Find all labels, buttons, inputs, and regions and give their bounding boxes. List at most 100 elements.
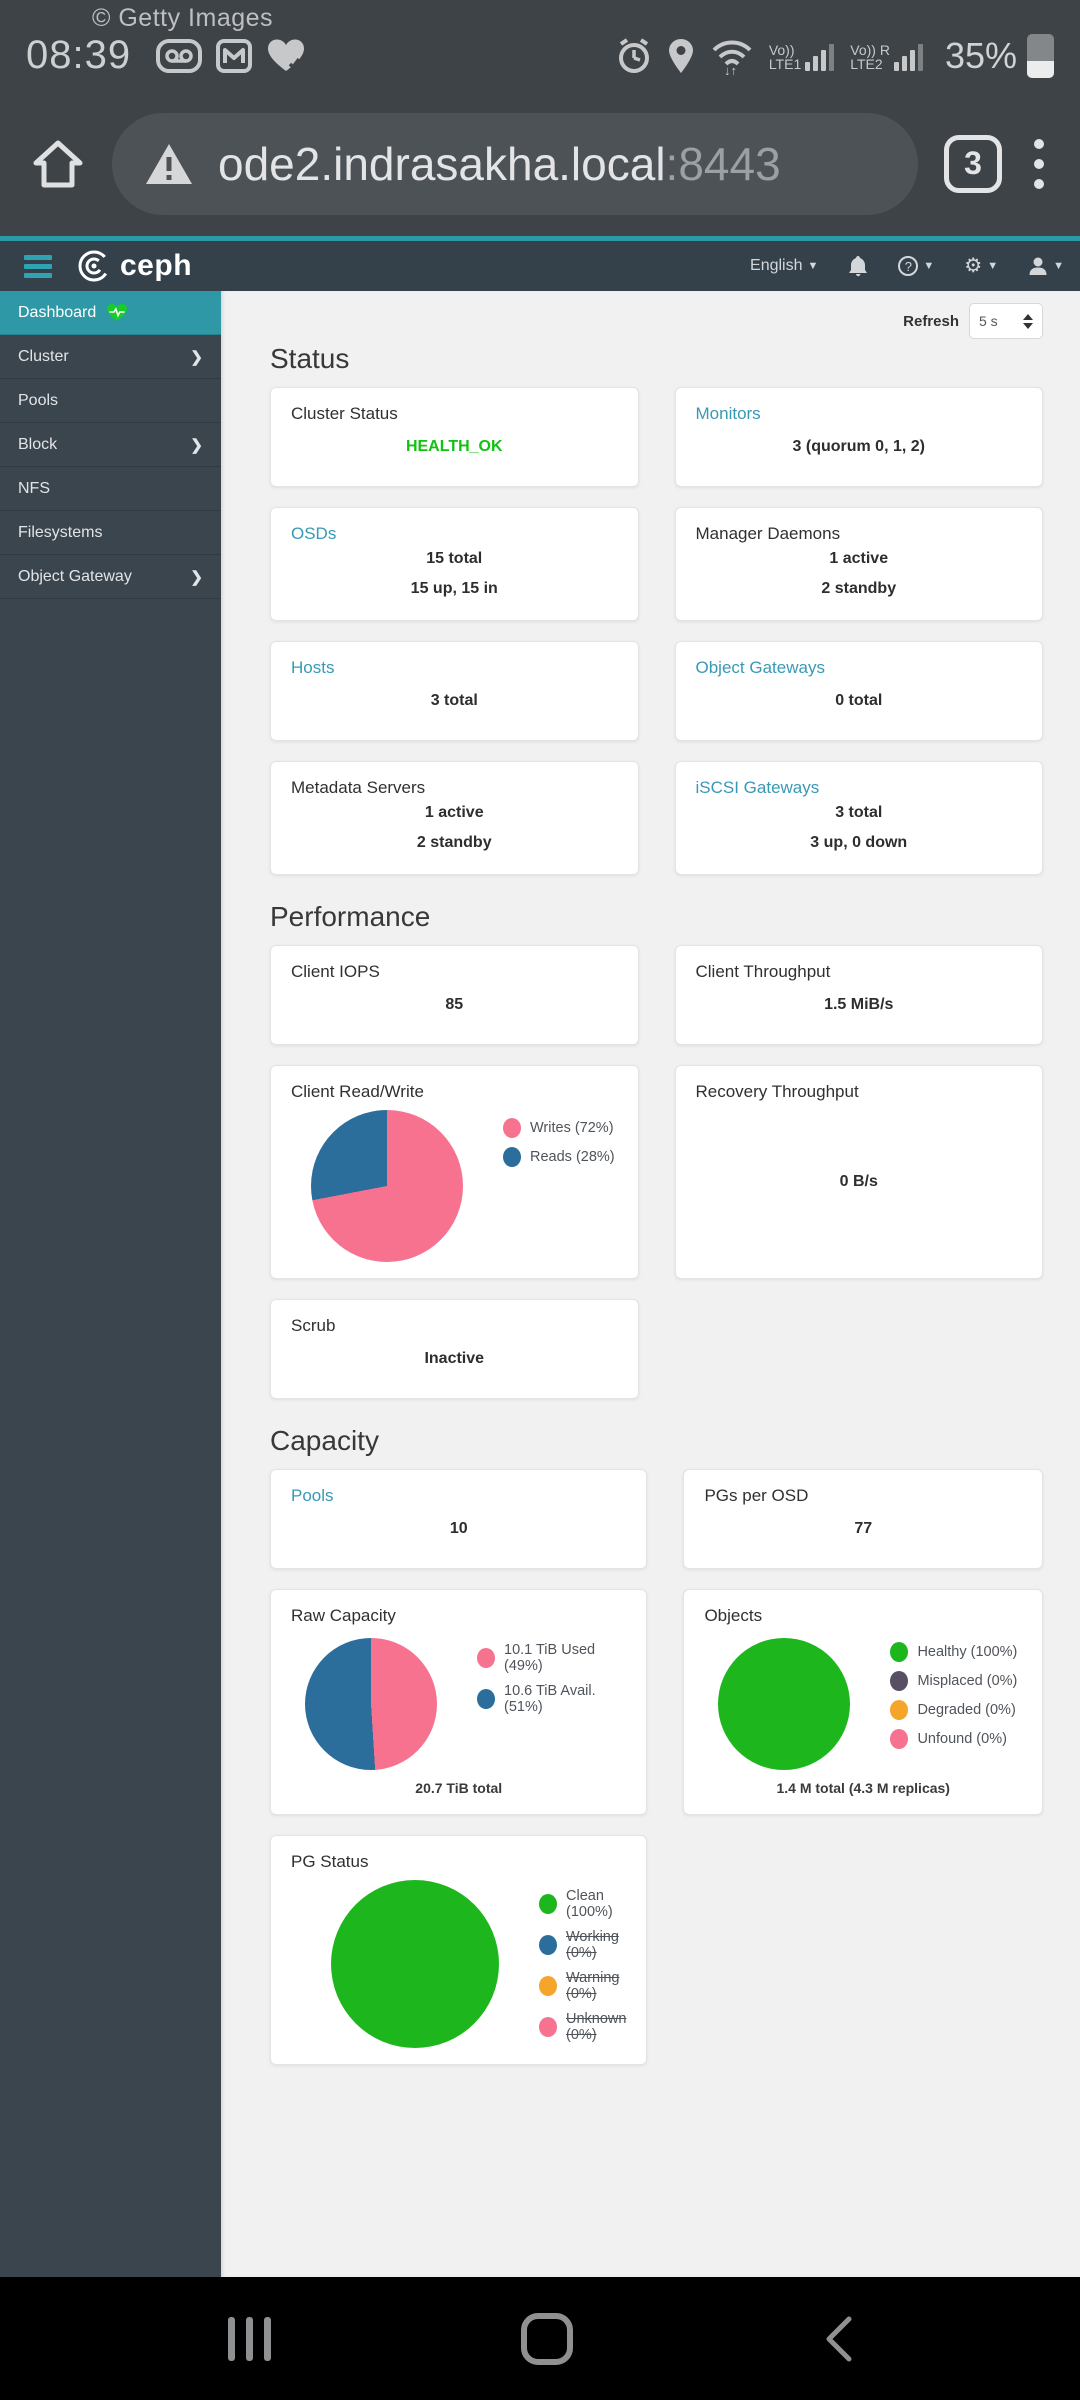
sidebar-item-object-gateway[interactable]: Object Gateway ❯ [0, 555, 221, 599]
chevron-right-icon: ❯ [190, 568, 203, 586]
client-iops-value: 85 [445, 996, 464, 1013]
voicemail-icon [156, 38, 203, 73]
card-monitors: Monitors 3 (quorum 0, 1, 2) [674, 387, 1043, 487]
legend-label: Working (0%) [566, 1929, 619, 1961]
language-menu[interactable]: English ▼ [750, 257, 819, 274]
chevron-right-icon: ❯ [190, 436, 203, 454]
objects-total: 1.4 M total (4.3 M replicas) [776, 1780, 950, 1796]
user-menu[interactable]: ▼ [1028, 256, 1064, 276]
card-title: Objects [704, 1606, 763, 1625]
card-title: Cluster Status [291, 404, 398, 423]
scrub-status-value: Inactive [424, 1350, 485, 1367]
legend-dot-icon [890, 1671, 909, 1691]
legend-item[interactable]: Working (0%) [539, 1929, 626, 1961]
sidebar-item-pools[interactable]: Pools [0, 379, 221, 423]
status-cards: Cluster Status HEALTH_OK Monitors 3 (quo… [270, 387, 1043, 875]
warning-icon[interactable] [144, 142, 194, 186]
sidebar-item-cluster[interactable]: Cluster ❯ [0, 335, 221, 379]
legend-dot-icon [477, 1648, 495, 1668]
card-pools: Pools 10 [270, 1469, 648, 1569]
battery-icon [1027, 33, 1054, 78]
sidebar-item-filesystems[interactable]: Filesystems [0, 511, 221, 555]
legend-item[interactable]: Writes (72%) [503, 1118, 615, 1138]
osds-total: 15 total [426, 550, 483, 567]
ceph-brand[interactable]: ceph [76, 248, 192, 284]
home-icon[interactable] [520, 2312, 573, 2365]
card-scrub: Scrub Inactive [270, 1299, 639, 1399]
legend-item[interactable]: Misplaced (0%) [890, 1671, 1017, 1691]
browser-home-icon[interactable] [30, 137, 86, 191]
legend-label: Unfound (0%) [917, 1731, 1007, 1747]
manager-standby: 2 standby [821, 580, 897, 597]
pools-link[interactable]: Pools [291, 1486, 334, 1505]
health-heart-icon [266, 38, 306, 74]
hamburger-icon[interactable] [16, 249, 60, 284]
section-heading-performance: Performance [270, 901, 431, 932]
card-pgs-per-osd: PGs per OSD 77 [683, 1469, 1043, 1569]
legend-dot-icon [539, 1935, 557, 1955]
iscsi-up-down: 3 up, 0 down [810, 834, 908, 851]
settings-menu[interactable]: ⚙ ▼ [964, 255, 999, 277]
iscsi-gateways-link[interactable]: iSCSI Gateways [695, 778, 820, 797]
client-read-write-pie [311, 1110, 463, 1262]
legend-dot-icon [890, 1729, 909, 1749]
card-title: Client Throughput [695, 962, 831, 981]
legend-label: Unknown (0%) [566, 2011, 627, 2043]
legend-item[interactable]: Warning (0%) [539, 1970, 626, 2002]
legend-item[interactable]: 10.1 TiB Used (49%) [477, 1642, 626, 1674]
hosts-link[interactable]: Hosts [291, 658, 335, 677]
legend-label: Warning (0%) [566, 1970, 620, 2002]
refresh-interval-select[interactable]: 5 s [969, 303, 1043, 339]
legend-item[interactable]: Reads (28%) [503, 1147, 615, 1167]
url-text: ode2.indrasakha.local:8443 [218, 137, 781, 190]
back-icon[interactable] [823, 2315, 853, 2363]
recovery-throughput-value: 0 B/s [839, 1173, 878, 1190]
manager-active: 1 active [829, 550, 889, 567]
getty-watermark: © Getty Images [92, 4, 274, 32]
legend-dot-icon [503, 1118, 521, 1138]
card-pg-status: PG Status Clean (100%) Working (0%) Warnin… [270, 1835, 648, 2065]
card-client-throughput: Client Throughput 1.5 MiB/s [674, 945, 1043, 1045]
card-iscsi-gateways: iSCSI Gateways 3 total 3 up, 0 down [674, 761, 1043, 875]
card-object-gateways: Object Gateways 0 total [674, 641, 1043, 741]
legend-label: Healthy (100%) [917, 1644, 1018, 1660]
tab-switcher-button[interactable]: 3 [944, 134, 1002, 193]
sidebar-item-dashboard[interactable]: Dashboard [0, 291, 221, 335]
card-title: PGs per OSD [704, 1486, 809, 1505]
alarm-icon [616, 37, 652, 74]
legend-label: 10.6 TiB Avail. (51%) [504, 1683, 596, 1715]
recents-icon[interactable] [227, 2316, 271, 2361]
monitors-value: 3 (quorum 0, 1, 2) [792, 438, 925, 455]
card-title: PG Status [291, 1852, 369, 1871]
osds-link[interactable]: OSDs [291, 524, 337, 543]
legend-item[interactable]: Unknown (0%) [539, 2011, 626, 2043]
sidebar: Dashboard Cluster ❯ Pools Block ❯ NFS File… [0, 291, 221, 2277]
signal-bars-icon [893, 41, 923, 71]
svg-text:↓↑: ↓↑ [724, 63, 737, 75]
card-cluster-status: Cluster Status HEALTH_OK [270, 387, 639, 487]
location-icon [666, 37, 696, 75]
browser-menu-icon[interactable] [1028, 133, 1050, 195]
url-bar[interactable]: ode2.indrasakha.local:8443 [112, 112, 918, 215]
help-menu[interactable]: ? ▼ [898, 256, 934, 276]
sidebar-item-nfs[interactable]: NFS [0, 467, 221, 511]
monitors-link[interactable]: Monitors [695, 404, 761, 423]
raw-capacity-legend: 10.1 TiB Used (49%) 10.6 TiB Avail. (51%) [477, 1642, 626, 1715]
legend-item[interactable]: Unfound (0%) [890, 1729, 1017, 1749]
notifications-bell-icon[interactable] [848, 255, 868, 277]
pg-status-legend: Clean (100%) Working (0%) Warning (0%) Unkn… [539, 1888, 626, 2043]
legend-item[interactable]: Healthy (100%) [890, 1642, 1017, 1662]
gear-icon: ⚙ [964, 255, 983, 277]
mds-standby: 2 standby [416, 834, 492, 851]
legend-item[interactable]: Degraded (0%) [890, 1700, 1017, 1720]
legend-dot-icon [890, 1700, 909, 1720]
android-nav-bar [0, 2277, 1080, 2400]
card-title: Recovery Throughput [695, 1082, 859, 1101]
object-gateways-link[interactable]: Object Gateways [695, 658, 825, 677]
sidebar-item-block[interactable]: Block ❯ [0, 423, 221, 467]
legend-item[interactable]: 10.6 TiB Avail. (51%) [477, 1683, 626, 1715]
hosts-total: 3 total [430, 692, 478, 709]
legend-item[interactable]: Clean (100%) [539, 1888, 626, 1920]
chevron-right-icon: ❯ [190, 348, 203, 366]
raw-capacity-total: 20.7 TiB total [415, 1780, 503, 1796]
